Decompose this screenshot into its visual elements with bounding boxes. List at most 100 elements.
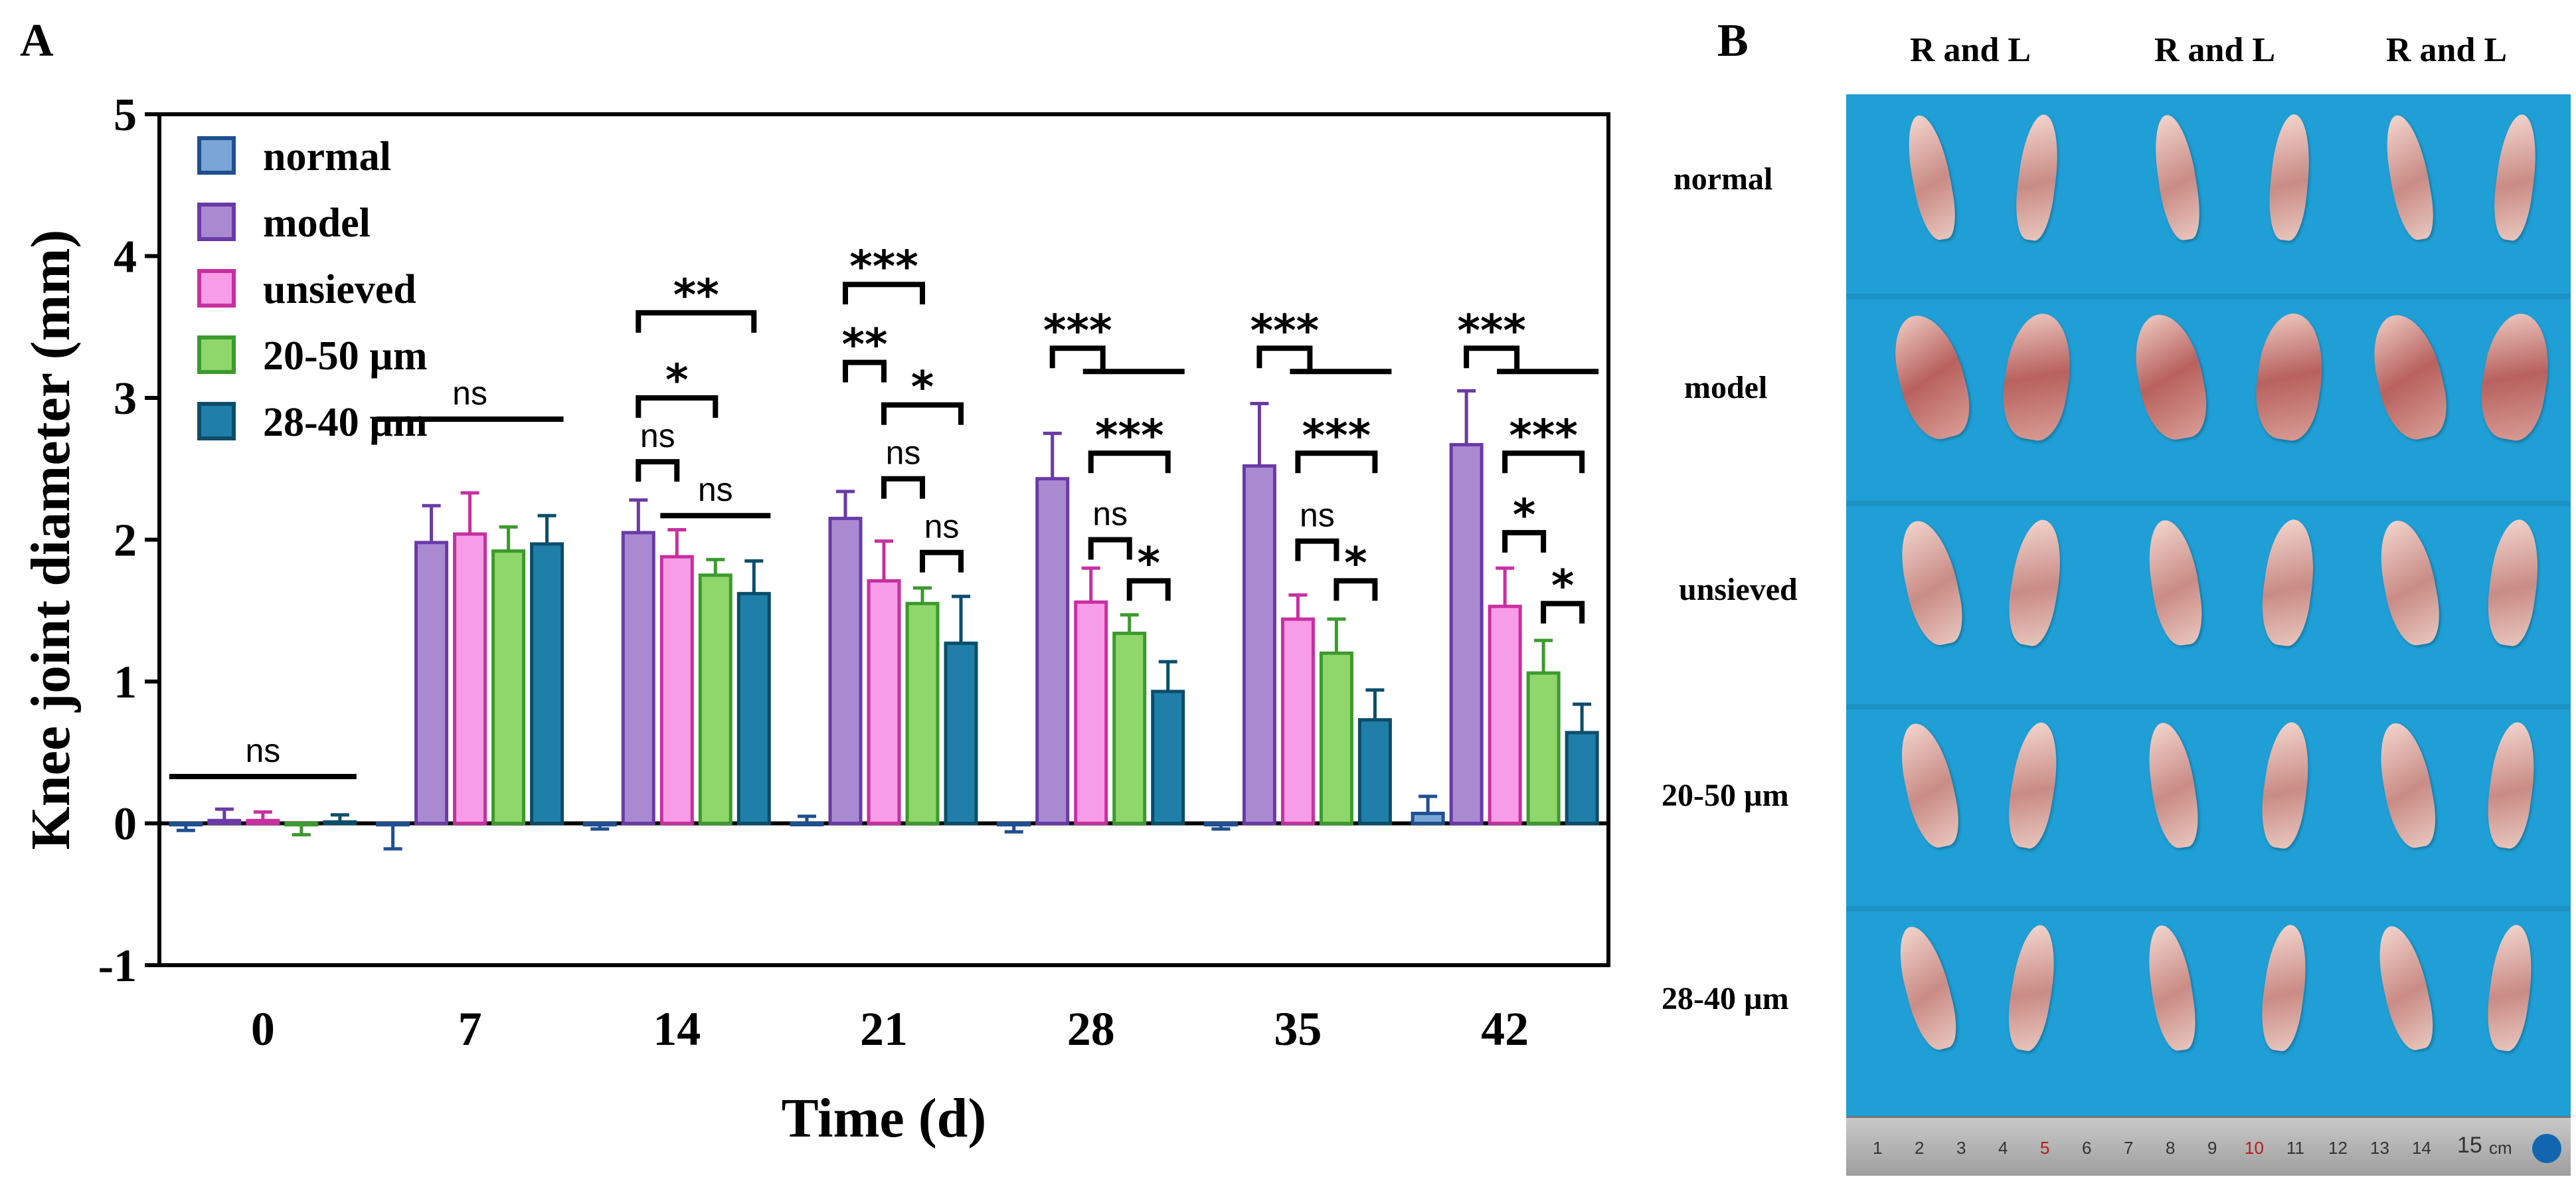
significance-label: * <box>1513 490 1536 541</box>
bar-20-50-m <box>1526 671 1561 825</box>
bar-20-50-m <box>1319 651 1353 825</box>
legend-swatch <box>197 402 236 440</box>
significance-bracket <box>1502 450 1585 474</box>
x-tick-label: 14 <box>653 1002 701 1056</box>
legend-swatch <box>197 136 236 175</box>
bar-28-40-m <box>944 641 978 825</box>
bar-unsieved <box>867 579 901 825</box>
x-tick-label: 0 <box>251 1002 275 1056</box>
significance-label: ** <box>841 320 887 371</box>
legend-label: model <box>263 201 371 246</box>
significance-bracket <box>1256 345 1313 372</box>
significance-label: *** <box>849 241 918 292</box>
significance-label: ns <box>452 375 487 412</box>
bar-20-50-m <box>284 822 319 827</box>
bar-20-50-m <box>698 573 732 825</box>
significance-bracket <box>636 310 757 333</box>
significance-label: *** <box>1302 410 1371 461</box>
significance-label: ns <box>245 732 280 769</box>
significance-bracket <box>1464 345 1520 372</box>
significance-bracket <box>1088 537 1132 560</box>
bar-model <box>207 818 242 825</box>
bar-model <box>1035 477 1070 825</box>
bar-normal <box>169 822 203 827</box>
significance-bracket <box>1541 600 1585 624</box>
x-tick-label: 28 <box>1067 1002 1115 1056</box>
significance-bracket <box>1333 578 1378 601</box>
bar-model <box>621 531 655 825</box>
significance-bracket <box>1502 529 1547 553</box>
y-tick-label: 5 <box>114 90 137 141</box>
bar-28-40-m <box>1565 731 1599 825</box>
bar-28-40-m <box>1357 718 1392 826</box>
legend-swatch <box>197 335 236 374</box>
bar-normal <box>582 822 617 827</box>
bar-28-40-m <box>736 592 771 825</box>
legend-label: 28-40 µm <box>263 400 428 445</box>
significance-label: *** <box>1043 305 1112 356</box>
bar-normal <box>1411 812 1445 826</box>
significance-label: * <box>1344 537 1367 589</box>
y-axis-title: Knee joint diameter (mm) <box>20 230 82 850</box>
significance-label: *** <box>1509 410 1578 461</box>
significance-label: ** <box>673 270 719 321</box>
bar-normal <box>790 822 824 826</box>
x-tick-label: 21 <box>860 1002 908 1056</box>
significance-label: *** <box>1250 305 1320 356</box>
y-tick-label: 2 <box>114 515 137 567</box>
significance-bracket <box>636 459 680 482</box>
significance-bracket <box>1088 450 1171 474</box>
bar-unsieved <box>659 555 694 825</box>
bar-unsieved <box>1074 600 1108 825</box>
significance-bracket <box>843 359 887 383</box>
significance-label: *** <box>1095 410 1164 461</box>
bar-normal <box>376 822 410 827</box>
significance-label: * <box>1551 561 1575 612</box>
bar-unsieved <box>453 532 487 826</box>
x-tick-label: 7 <box>458 1002 482 1056</box>
bar-20-50-m <box>905 602 940 825</box>
significance-bracket <box>636 395 719 418</box>
significance-bracket <box>920 549 964 573</box>
bar-normal <box>1203 822 1238 827</box>
y-tick-label: 4 <box>114 232 137 283</box>
significance-label: *** <box>1457 305 1526 356</box>
significance-bracket <box>1049 345 1106 372</box>
legend-swatch <box>197 203 236 241</box>
y-tick-label: 0 <box>114 799 137 850</box>
bar-model <box>414 541 449 826</box>
legend-label: unsieved <box>263 267 416 312</box>
significance-bracket <box>843 282 925 305</box>
legend-label: 20-50 µm <box>263 333 428 379</box>
x-tick-label: 42 <box>1481 1002 1529 1056</box>
bar-normal <box>997 822 1031 827</box>
bar-20-50-m <box>491 549 526 826</box>
bar-28-40-m <box>530 542 564 826</box>
legend-swatch <box>197 269 236 308</box>
x-tick-label: 35 <box>1274 1002 1322 1056</box>
significance-label: * <box>665 355 689 406</box>
bar-unsieved <box>246 818 280 825</box>
significance-bracket <box>1126 578 1171 601</box>
x-axis-title: Time (d) <box>782 1087 987 1149</box>
significance-label: ns <box>1092 496 1128 533</box>
y-tick-label: -1 <box>98 941 137 992</box>
y-tick-label: 3 <box>114 373 137 424</box>
y-tick-label: 1 <box>114 657 137 708</box>
legend-label: normal <box>263 134 391 179</box>
significance-bracket <box>1295 450 1378 474</box>
significance-bracket <box>881 402 964 425</box>
significance-label: ns <box>886 434 921 472</box>
significance-label: * <box>1137 537 1160 589</box>
significance-bracket <box>1295 538 1339 561</box>
bar-20-50-m <box>1112 631 1147 825</box>
bar-model <box>828 516 863 825</box>
significance-label: ns <box>924 508 960 545</box>
bar-model <box>1242 464 1276 825</box>
bar-28-40-m <box>323 820 357 825</box>
bar-28-40-m <box>1151 690 1185 825</box>
significance-label: ns <box>698 471 733 508</box>
bar-unsieved <box>1280 617 1315 825</box>
bar-unsieved <box>1488 604 1522 825</box>
